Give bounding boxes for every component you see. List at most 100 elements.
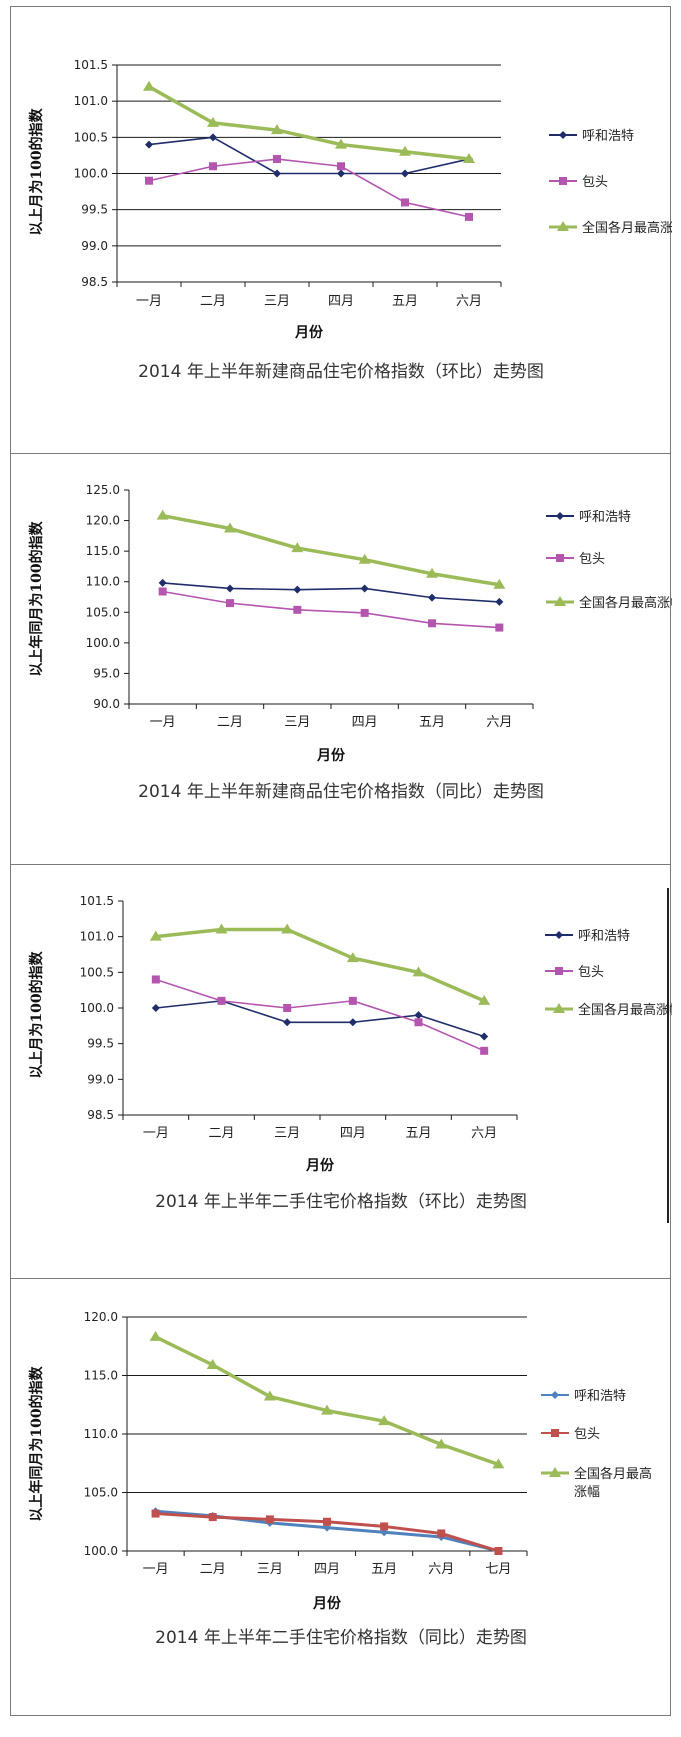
data-point: [158, 578, 167, 587]
legend-label: 包头: [582, 175, 608, 190]
y-tick-label: 100.5: [74, 130, 108, 144]
chart-title: 2014 年上半年二手住宅价格指数（环比）走势图: [155, 1192, 527, 1212]
x-tick-label: 六月: [456, 294, 482, 309]
data-point: [293, 605, 302, 614]
legend-label: 全国各月最高涨幅: [579, 595, 672, 611]
data-point: [143, 80, 155, 91]
data-point: [224, 522, 236, 533]
x-tick-label: 二月: [208, 1126, 234, 1141]
data-point: [151, 1004, 160, 1012]
y-tick-label: 100.0: [84, 1544, 118, 1558]
data-point: [399, 145, 411, 156]
data-point: [358, 553, 371, 564]
legend-swatch-marker: [559, 131, 567, 139]
y-tick-label: 105.0: [86, 605, 120, 619]
legend-swatch-marker: [557, 221, 569, 231]
legend-label: 呼和浩特: [582, 129, 634, 144]
y-axis-label: 以上年同月为100的指数: [28, 520, 45, 676]
x-tick-label: 三月: [264, 294, 290, 309]
data-point: [226, 584, 234, 593]
y-tick-label: 101.0: [80, 930, 114, 944]
x-tick-label: 五月: [392, 294, 418, 309]
y-tick-label: 110.0: [84, 1427, 118, 1441]
data-point: [378, 1415, 391, 1426]
data-point: [493, 578, 506, 589]
data-point: [360, 608, 369, 617]
series-line-3: [154, 1335, 500, 1467]
data-point: [208, 1513, 217, 1522]
data-point: [428, 619, 436, 628]
legend-swatch-marker: [549, 1467, 561, 1477]
y-tick-label: 99.5: [81, 203, 108, 217]
data-point: [151, 1509, 160, 1518]
x-tick-label: 四月: [340, 1126, 366, 1141]
data-point: [283, 1004, 292, 1012]
legend-swatch-marker: [551, 1391, 559, 1399]
y-tick-label: 105.0: [84, 1486, 118, 1500]
x-tick-label: 四月: [352, 715, 378, 730]
x-tick-label: 一月: [143, 1126, 169, 1141]
x-tick-label: 六月: [486, 715, 512, 730]
series-line-3: [162, 513, 500, 587]
legend-label: 全国各月最高涨幅: [578, 1002, 672, 1018]
legend-swatch-marker: [556, 554, 564, 562]
x-tick-label: 五月: [419, 715, 445, 730]
chart-panel-2: 125.0 120.0 115.0 110.0 105.0 100.0 95.0 90.0 一月…: [10, 453, 672, 865]
x-tick-label: 七月: [485, 1562, 511, 1577]
chart-1-svg: 101.5 101.0 100.5 100.0 99.5 99.0 98.5 一月 二月 三月 四月…: [28, 58, 672, 382]
series-line-3: [155, 927, 485, 1003]
data-point: [412, 966, 425, 977]
y-tick-label: 101.0: [74, 94, 108, 108]
chart-panel-4: 120.0 115.0 110.0 105.0 100.0 一月 二月 三月 四月 五月 六月 七月 呼…: [10, 1278, 671, 1716]
data-point: [465, 212, 473, 221]
data-point: [291, 542, 304, 553]
series-line-1: [155, 1000, 485, 1038]
x-tick-label: 五月: [405, 1126, 431, 1141]
data-point: [348, 996, 357, 1005]
y-tick-label: 98.5: [87, 1108, 114, 1122]
series-line-2: [148, 158, 470, 218]
data-point: [273, 155, 281, 164]
series-line-2: [162, 590, 500, 629]
data-point: [226, 599, 234, 608]
data-point: [271, 124, 283, 135]
x-tick-label: 一月: [150, 715, 176, 730]
data-point: [437, 1529, 446, 1538]
data-point: [494, 1547, 503, 1555]
data-point: [209, 133, 217, 142]
data-point: [323, 1517, 331, 1526]
data-point: [414, 1011, 423, 1020]
legend-label: 全国各月最高涨幅: [574, 1466, 652, 1500]
y-axis-label: 以上月为100的指数: [28, 950, 45, 1078]
data-point: [495, 623, 504, 632]
y-tick-label: 95.0: [93, 666, 120, 680]
y-axis-label: 以上年同月为100的指数: [28, 1365, 45, 1521]
data-point: [217, 996, 226, 1005]
legend-swatch-marker: [551, 1429, 559, 1437]
y-axis-label: 以上月为100的指数: [28, 107, 45, 235]
legend-label: 包头: [574, 1427, 600, 1442]
series-line-1: [162, 582, 500, 603]
y-tick-label: 100.0: [74, 167, 108, 181]
data-point: [206, 1358, 219, 1369]
x-tick-label: 二月: [217, 715, 243, 730]
legend-swatch-marker: [556, 512, 564, 520]
data-point: [426, 567, 438, 578]
y-tick-label: 99.0: [81, 239, 108, 253]
legend-label: 包头: [579, 552, 605, 567]
data-point: [492, 1458, 505, 1469]
chart-4-svg: 120.0 115.0 110.0 105.0 100.0 一月 二月 三月 四月 五月 六月 七月 呼…: [28, 1310, 652, 1648]
data-point: [337, 162, 345, 171]
legend-label: 包头: [578, 965, 604, 980]
x-tick-label: 六月: [428, 1562, 454, 1577]
data-point: [380, 1522, 389, 1531]
y-tick-label: 90.0: [93, 697, 120, 711]
y-tick-label: 125.0: [86, 483, 120, 497]
legend-swatch-marker: [553, 1003, 565, 1013]
x-tick-label: 一月: [136, 294, 162, 309]
chart-3-svg: 101.5 101.0 100.5 100.0 99.5 99.0 98.5 一月 二月 三月 四月…: [28, 894, 672, 1212]
chart-title: 2014 年上半年新建商品住宅价格指数（环比）走势图: [138, 362, 544, 382]
series-line-3: [148, 85, 470, 161]
x-axis-label: 月份: [316, 747, 346, 764]
y-tick-label: 99.0: [87, 1072, 114, 1086]
